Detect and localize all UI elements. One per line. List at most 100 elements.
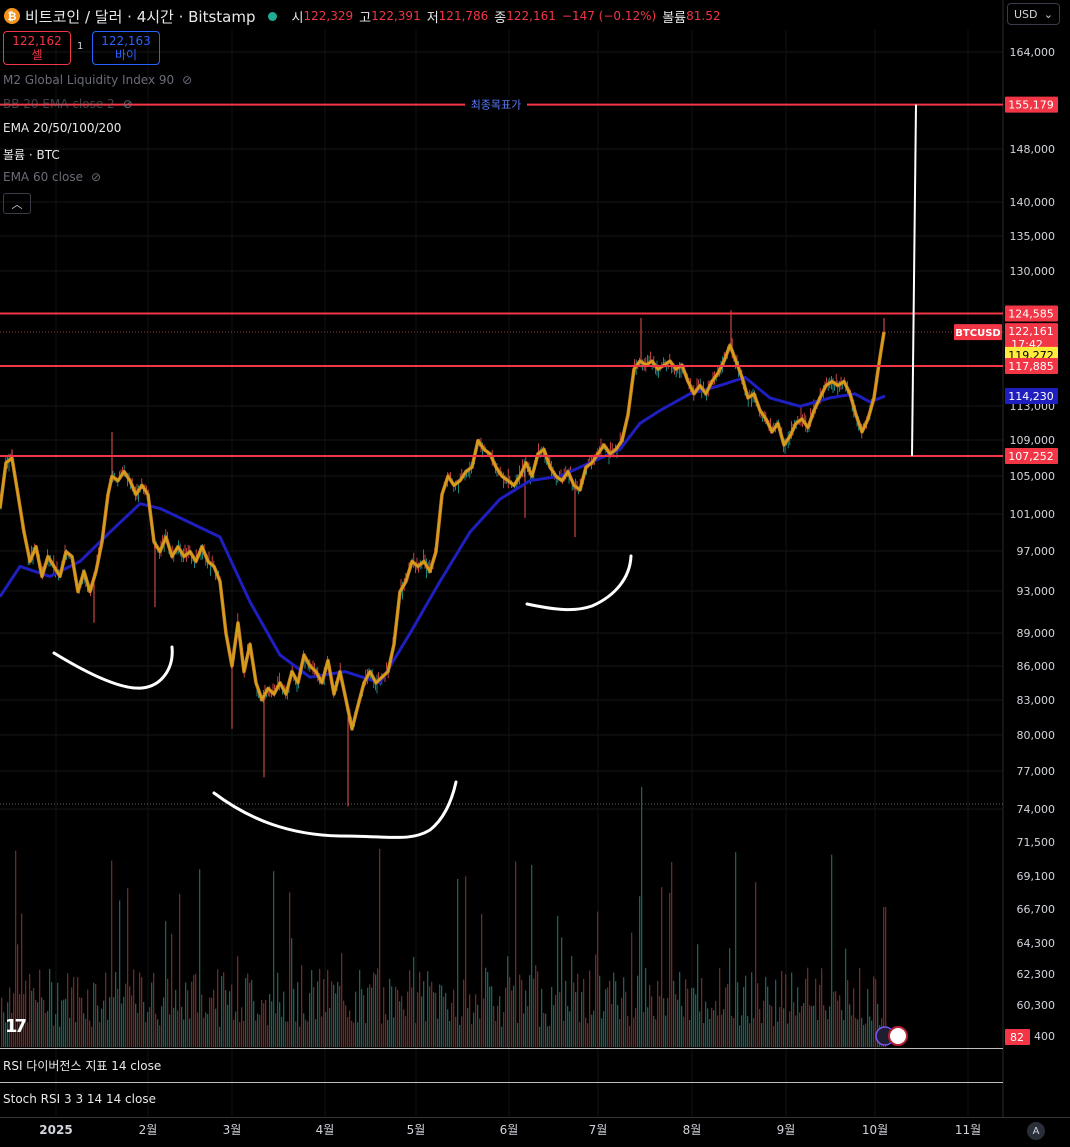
volume-bar bbox=[475, 994, 477, 1047]
buy-button[interactable]: 122,163 바이 bbox=[92, 31, 160, 65]
volume-bar bbox=[505, 987, 507, 1047]
auto-scale-button[interactable]: A bbox=[1027, 1122, 1045, 1140]
volume-bar bbox=[185, 982, 187, 1047]
indicator-m2[interactable]: M2 Global Liquidity Index 90 ⊘ bbox=[3, 73, 192, 87]
volume-bar bbox=[761, 1023, 763, 1047]
time-axis[interactable] bbox=[0, 1117, 1070, 1147]
volume-bar bbox=[725, 987, 727, 1047]
volume-bar bbox=[807, 967, 809, 1047]
volume-bar bbox=[347, 1017, 349, 1047]
volume-bar bbox=[859, 967, 861, 1047]
volume-bar bbox=[45, 1012, 47, 1047]
drawn-curve-right bbox=[525, 554, 633, 612]
volume-bar bbox=[137, 1013, 139, 1047]
volume-bar bbox=[255, 1020, 257, 1047]
volume-bar bbox=[323, 979, 325, 1047]
volume-bar bbox=[297, 982, 299, 1047]
price-label-box bbox=[1005, 388, 1058, 405]
drawn-curve-bottom bbox=[212, 780, 458, 839]
volume-bar bbox=[173, 1007, 175, 1047]
volume-bar bbox=[765, 976, 767, 1047]
volume-bar bbox=[317, 981, 319, 1047]
volume-bar bbox=[865, 1023, 867, 1047]
volume-bar bbox=[83, 1013, 85, 1047]
eye-hidden-icon[interactable]: ⊘ bbox=[182, 73, 193, 87]
volume-bar bbox=[673, 980, 675, 1047]
volume-bar bbox=[493, 1006, 495, 1047]
volume-bar bbox=[149, 1007, 151, 1047]
volume-bar bbox=[591, 1014, 593, 1047]
volume-bar bbox=[449, 1021, 451, 1047]
volume-bar bbox=[873, 976, 875, 1047]
volume-bar bbox=[799, 1012, 801, 1047]
volume-bar bbox=[379, 848, 381, 1047]
volume-bar bbox=[613, 972, 615, 1047]
volume-bar bbox=[817, 1020, 819, 1047]
close-value: 122,161 bbox=[506, 9, 556, 23]
volume-bar bbox=[141, 977, 143, 1047]
indicator-label: EMA 20/50/100/200 bbox=[3, 121, 122, 135]
volume-bar bbox=[661, 887, 663, 1047]
volume-bar bbox=[223, 972, 225, 1047]
volume-bar bbox=[617, 1005, 619, 1047]
volume-bar bbox=[703, 1023, 705, 1047]
volume-bar bbox=[433, 992, 435, 1047]
volume-bar bbox=[687, 988, 689, 1047]
stoch-rsi-pane[interactable]: Stoch RSI 3 3 14 14 close bbox=[0, 1082, 1003, 1115]
volume-bar bbox=[153, 972, 155, 1047]
volume-bar bbox=[95, 983, 97, 1047]
volume-bar bbox=[421, 996, 423, 1047]
volume-bar bbox=[611, 1003, 613, 1047]
volume-bar bbox=[521, 979, 523, 1047]
eye-hidden-icon[interactable]: ⊘ bbox=[122, 97, 133, 111]
indicator-bb[interactable]: BB 20 EMA close 2 ⊘ bbox=[3, 97, 133, 111]
volume-bar bbox=[501, 1026, 503, 1047]
volume-bar bbox=[157, 1019, 159, 1047]
volume-bar bbox=[861, 1017, 863, 1047]
indicator-ema60[interactable]: EMA 60 close ⊘ bbox=[3, 170, 101, 184]
volume-bar bbox=[713, 1010, 715, 1047]
currency-select[interactable]: USD ⌄ bbox=[1007, 3, 1060, 25]
volume-bar bbox=[597, 911, 599, 1047]
eye-hidden-icon[interactable]: ⊘ bbox=[90, 170, 102, 184]
collapse-indicators-button[interactable]: ︿ bbox=[3, 193, 31, 214]
price-tick-label: 69,100 bbox=[1017, 870, 1056, 883]
time-tick-label: 6월 bbox=[500, 1123, 519, 1137]
volume-bar bbox=[509, 977, 511, 1047]
volume-bar bbox=[143, 1001, 145, 1047]
tradingview-logo-icon[interactable]: 17 bbox=[5, 1016, 27, 1037]
rsi-pane[interactable]: RSI 다이버전스 지표 14 close bbox=[0, 1048, 1003, 1081]
volume-bar bbox=[403, 1009, 405, 1047]
price-tick-label: 400 bbox=[1034, 1030, 1055, 1043]
volume-bar bbox=[739, 1025, 741, 1047]
volume-bar bbox=[287, 1021, 289, 1047]
indicator-volume[interactable]: 볼륨 · BTC bbox=[3, 146, 60, 163]
volume-bar bbox=[839, 995, 841, 1047]
sell-button[interactable]: 122,162 셀 bbox=[3, 31, 71, 65]
volume-bar bbox=[353, 1022, 355, 1047]
volume-bar bbox=[207, 1014, 209, 1047]
volume-bar bbox=[409, 970, 411, 1047]
chevron-down-icon: ⌄ bbox=[1043, 7, 1053, 21]
volume-bar bbox=[365, 1023, 367, 1047]
volume-bar bbox=[93, 982, 95, 1047]
indicator-ema[interactable]: EMA 20/50/100/200 bbox=[3, 121, 121, 135]
volume-bar bbox=[669, 892, 671, 1047]
volume-bar bbox=[43, 999, 45, 1047]
symbol-title[interactable]: 비트코인 / 달러 · 4시간 · Bitstamp bbox=[25, 7, 256, 26]
volume-bar bbox=[343, 1000, 345, 1047]
volume-bar bbox=[647, 1007, 649, 1047]
volume-bar bbox=[37, 1002, 39, 1047]
volume-bar bbox=[651, 996, 653, 1047]
volume-bar bbox=[757, 983, 759, 1047]
volume-bar bbox=[883, 907, 885, 1047]
volume-bar bbox=[481, 913, 483, 1047]
volume-bar bbox=[867, 989, 869, 1047]
volume-bar bbox=[405, 1016, 407, 1047]
volume-bar bbox=[275, 1013, 277, 1047]
volume-bar bbox=[31, 990, 33, 1047]
volume-bar bbox=[435, 992, 437, 1047]
volume-bar bbox=[381, 1023, 383, 1047]
sell-label: 셀 bbox=[31, 48, 43, 62]
